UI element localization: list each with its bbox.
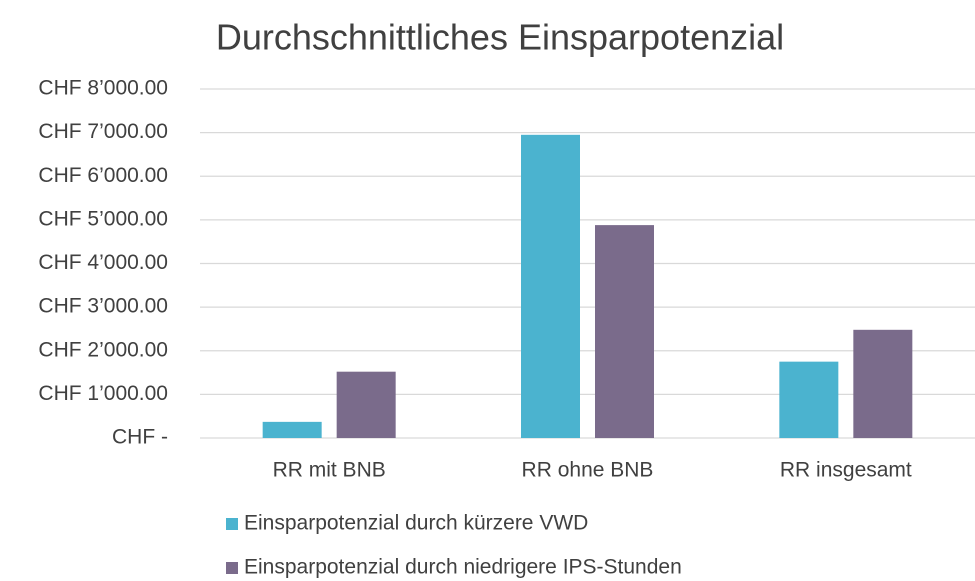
legend-label: Einsparpotenzial durch kürzere VWD [244, 512, 588, 535]
bar [853, 329, 913, 438]
legend-swatch [226, 562, 238, 574]
bar [521, 134, 580, 438]
bar [595, 225, 654, 438]
bar [779, 361, 839, 438]
bar [336, 371, 396, 438]
y-tick-label: CHF - [112, 426, 168, 449]
legend-swatch [226, 518, 238, 530]
legend-label: Einsparpotenzial durch niedrigere IPS-St… [244, 556, 682, 579]
y-tick-label: CHF 7’000.00 [38, 120, 168, 143]
x-tick-label: RR mit BNB [273, 459, 386, 482]
y-tick-label: CHF 3’000.00 [38, 295, 168, 318]
y-tick-label: CHF 1’000.00 [38, 382, 168, 405]
bar [262, 421, 322, 438]
y-tick-label: CHF 8’000.00 [38, 77, 168, 100]
y-tick-label: CHF 5’000.00 [38, 207, 168, 230]
x-tick-label: RR insgesamt [780, 459, 912, 482]
chart-title: Durchschnittliches Einsparpotenzial [216, 17, 784, 58]
x-tick-label: RR ohne BNB [522, 459, 654, 482]
y-tick-label: CHF 6’000.00 [38, 164, 168, 187]
y-tick-label: CHF 2’000.00 [38, 338, 168, 361]
y-tick-label: CHF 4’000.00 [38, 251, 168, 274]
